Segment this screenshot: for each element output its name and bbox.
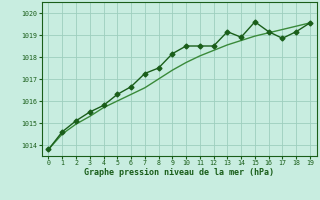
X-axis label: Graphe pression niveau de la mer (hPa): Graphe pression niveau de la mer (hPa)	[84, 168, 274, 177]
